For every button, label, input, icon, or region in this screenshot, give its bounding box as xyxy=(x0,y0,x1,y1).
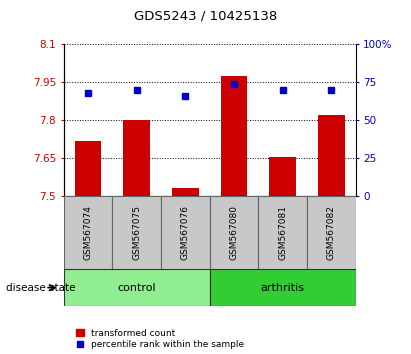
Text: arthritis: arthritis xyxy=(261,282,305,293)
Bar xyxy=(258,196,307,269)
Bar xyxy=(112,196,161,269)
Text: disease state: disease state xyxy=(6,282,76,293)
Text: GDS5243 / 10425138: GDS5243 / 10425138 xyxy=(134,10,277,22)
Bar xyxy=(64,196,112,269)
Bar xyxy=(318,115,344,196)
Bar xyxy=(161,196,210,269)
Bar xyxy=(307,196,356,269)
Bar xyxy=(221,76,247,196)
Text: GSM567075: GSM567075 xyxy=(132,205,141,260)
Text: GSM567082: GSM567082 xyxy=(327,205,336,260)
Text: GSM567080: GSM567080 xyxy=(229,205,238,260)
Text: GSM567076: GSM567076 xyxy=(181,205,190,260)
Bar xyxy=(75,141,102,196)
Text: GSM567074: GSM567074 xyxy=(83,205,92,260)
Bar xyxy=(172,188,199,196)
Text: GSM567081: GSM567081 xyxy=(278,205,287,260)
Bar xyxy=(64,269,210,306)
Bar xyxy=(123,120,150,196)
Bar xyxy=(210,196,258,269)
Bar xyxy=(210,269,356,306)
Legend: transformed count, percentile rank within the sample: transformed count, percentile rank withi… xyxy=(76,329,244,349)
Bar xyxy=(269,157,296,196)
Text: control: control xyxy=(118,282,156,293)
